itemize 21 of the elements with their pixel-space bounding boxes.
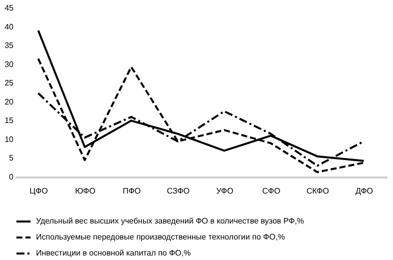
x-tick-label: СФО <box>262 186 280 196</box>
x-tick-label: СКФО <box>306 186 329 196</box>
x-tick-label: УФО <box>216 186 234 196</box>
x-tick-label: ЦФО <box>30 186 48 196</box>
y-tick-label: 25 <box>4 78 14 88</box>
y-tick-label: 10 <box>4 134 14 144</box>
x-tick-label: ПФО <box>122 186 141 196</box>
x-tick-label: СЗФО <box>166 186 190 196</box>
x-tick-label: ЮФО <box>75 186 96 196</box>
legend-label: Инвестиции в основной капитал по ФО,% <box>36 248 191 258</box>
y-tick-label: 5 <box>9 154 14 163</box>
legend-label: Удельный вес высших учебных заведений ФО в количестве вузов РФ,% <box>36 216 304 226</box>
y-tick-label: 15 <box>4 116 14 126</box>
x-tick-label: ДФО <box>355 186 374 196</box>
y-tick-label: 40 <box>4 22 14 32</box>
y-tick-label: 35 <box>4 41 14 50</box>
legend-label: Используемые передовые производственные технологии по ФО,% <box>36 232 285 242</box>
y-tick-label: 20 <box>4 97 14 106</box>
y-tick-label: 0 <box>9 172 14 182</box>
y-tick-label: 30 <box>4 60 14 69</box>
y-tick-label: 45 <box>4 4 14 12</box>
